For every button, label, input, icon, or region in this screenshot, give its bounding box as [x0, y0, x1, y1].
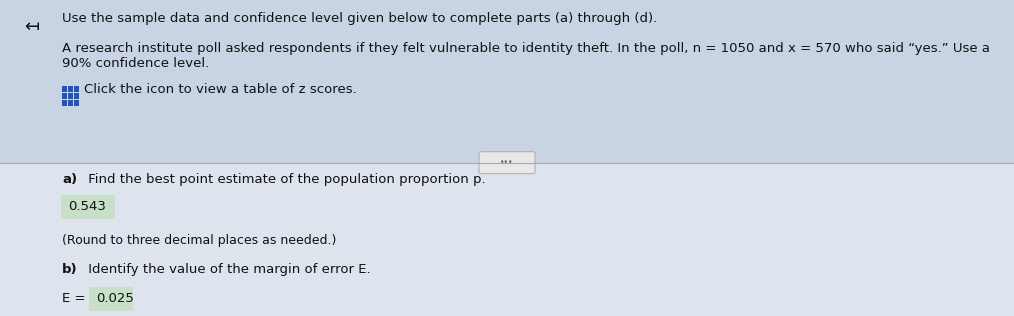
- Text: 0.025: 0.025: [96, 292, 134, 305]
- Text: A research institute poll asked respondents if they felt vulnerable to identity : A research institute poll asked responde…: [62, 42, 990, 70]
- Text: •••: •••: [500, 158, 514, 167]
- Bar: [0, 163, 1014, 316]
- Text: 0.543: 0.543: [68, 200, 105, 213]
- Bar: [74, 86, 79, 92]
- Text: Identify the value of the margin of error E.: Identify the value of the margin of erro…: [84, 263, 371, 276]
- Text: Use the sample data and confidence level given below to complete parts (a) throu: Use the sample data and confidence level…: [62, 12, 657, 25]
- FancyBboxPatch shape: [89, 287, 133, 311]
- Text: Find the best point estimate of the population proportion p.: Find the best point estimate of the popu…: [84, 173, 486, 186]
- Bar: [68, 93, 73, 99]
- FancyBboxPatch shape: [61, 195, 115, 219]
- Bar: [62, 86, 67, 92]
- Bar: [68, 86, 73, 92]
- Text: a): a): [62, 173, 77, 186]
- Text: ↤: ↤: [24, 18, 40, 36]
- Bar: [62, 93, 67, 99]
- Bar: [74, 100, 79, 106]
- Text: (Round to three decimal places as needed.): (Round to three decimal places as needed…: [62, 234, 337, 247]
- Text: Click the icon to view a table of z scores.: Click the icon to view a table of z scor…: [84, 82, 357, 96]
- Bar: [74, 93, 79, 99]
- Text: E =: E =: [62, 292, 90, 305]
- Bar: [68, 100, 73, 106]
- Bar: [62, 100, 67, 106]
- Text: b): b): [62, 263, 78, 276]
- FancyBboxPatch shape: [479, 152, 535, 174]
